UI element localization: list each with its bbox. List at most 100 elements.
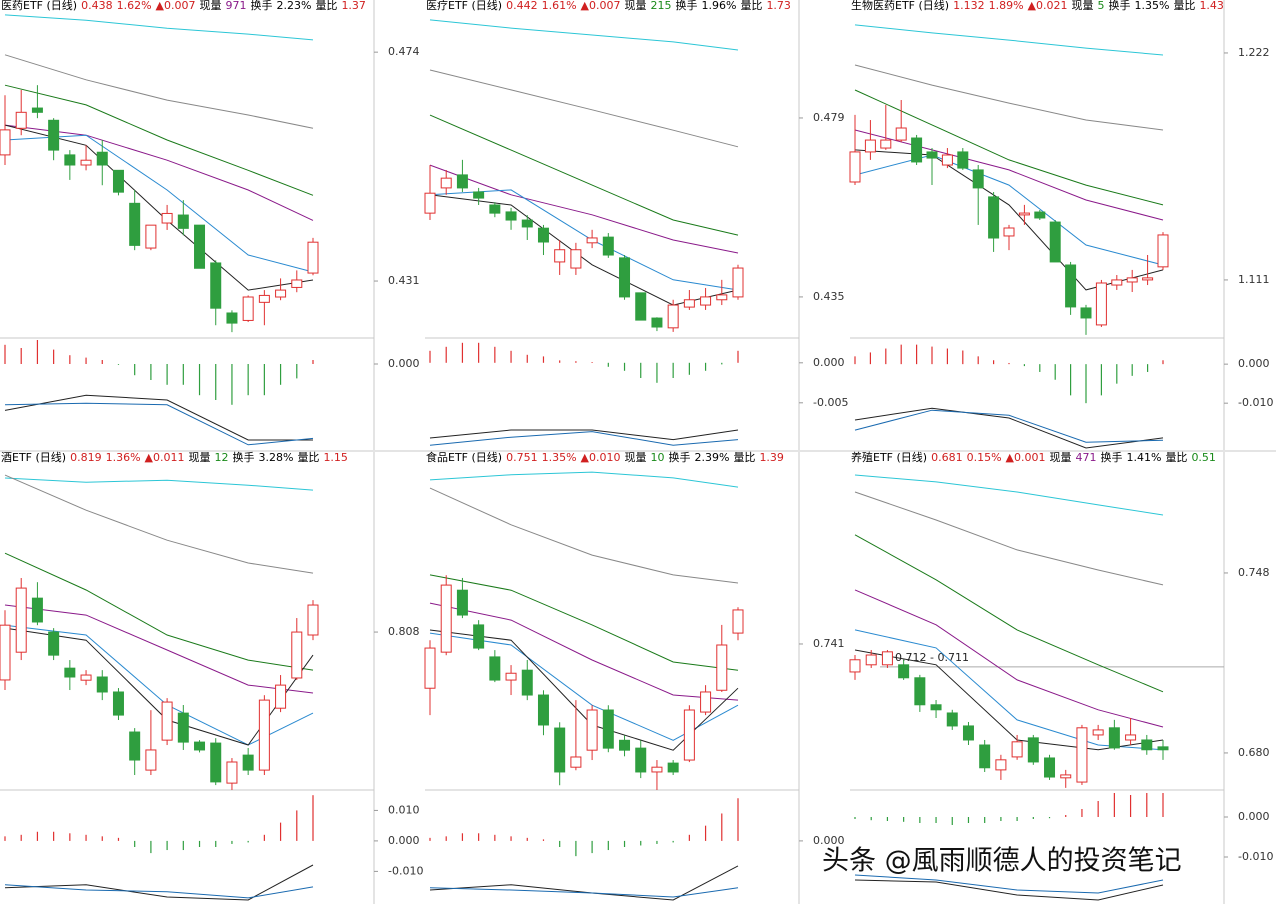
macd-line xyxy=(429,431,739,446)
moving-average xyxy=(429,69,739,148)
header-item: ▲0.010 xyxy=(581,451,621,464)
candle-body xyxy=(505,672,517,681)
macd-tick-label: 0.000 xyxy=(1238,810,1270,823)
macd-tick-label: 0.010 xyxy=(388,803,420,816)
candle-body xyxy=(1060,774,1072,779)
candle-body xyxy=(667,304,679,329)
candle-body xyxy=(537,694,549,726)
candle-body xyxy=(586,709,598,751)
header-item: 12 xyxy=(214,451,228,464)
macd-line xyxy=(854,407,1164,449)
candle-body xyxy=(80,159,92,166)
moving-average xyxy=(854,64,1164,131)
candle-body xyxy=(15,111,27,129)
candle-body xyxy=(683,709,695,761)
header-item: ▲0.011 xyxy=(145,451,185,464)
candle-body xyxy=(865,654,877,666)
candle-body xyxy=(48,631,60,656)
header-item: 1.43 xyxy=(1199,0,1224,12)
candle-body xyxy=(880,139,892,149)
candle-body xyxy=(602,709,614,749)
candle-body xyxy=(716,644,728,691)
header-item: 现量 xyxy=(199,0,221,12)
y-tick-label: 0.479 xyxy=(813,111,845,124)
header-item: 医药ETF (日线) xyxy=(1,0,77,12)
candle-body xyxy=(651,317,663,328)
candle-body xyxy=(700,691,712,713)
header-item: 量比 xyxy=(740,0,762,12)
candle-body xyxy=(31,107,43,113)
candle-body xyxy=(930,704,942,711)
panel-header: 酒ETF (日线) 0.819 1.36% ▲0.011 现量 12 换手 3.28% 量比 1.… xyxy=(1,450,348,464)
candle-body xyxy=(988,196,1000,239)
header-item: 0.442 xyxy=(506,0,538,12)
macd-tick-label: -0.010 xyxy=(1238,850,1273,863)
candle-body xyxy=(1027,737,1039,763)
candle-body xyxy=(1011,741,1023,758)
header-item: 1.73 xyxy=(766,0,791,12)
candle-body xyxy=(1034,211,1046,219)
candle-body xyxy=(635,747,647,773)
moving-average xyxy=(854,154,1164,266)
candle-body xyxy=(1157,234,1169,268)
candle-body xyxy=(602,236,614,256)
candle-body xyxy=(161,212,173,224)
header-item: ▲0.007 xyxy=(581,0,621,12)
y-tick-label: 0.808 xyxy=(388,625,420,638)
candle-body xyxy=(177,712,189,743)
macd-tick-label: -0.010 xyxy=(388,864,423,877)
candle-body xyxy=(619,739,631,751)
macd-line xyxy=(4,884,314,899)
candle-body xyxy=(1076,727,1088,783)
header-item: ▲0.007 xyxy=(156,0,196,12)
candle-body xyxy=(537,227,549,243)
candle-body xyxy=(1157,746,1169,751)
candle-body xyxy=(926,151,938,159)
candle-body xyxy=(424,647,436,689)
candle-body xyxy=(864,139,876,153)
header-item: 2.39% xyxy=(694,451,729,464)
candle-body xyxy=(1125,734,1137,741)
header-item: 酒ETF (日线) xyxy=(1,450,66,464)
candle-body xyxy=(1080,307,1092,319)
header-item: 现量 xyxy=(624,451,646,464)
candle-body xyxy=(521,219,533,228)
candle-body xyxy=(911,137,923,163)
candle-body xyxy=(716,294,728,301)
header-item: 换手 xyxy=(1100,450,1122,464)
moving-average xyxy=(429,487,739,584)
candle-body xyxy=(489,204,501,214)
header-item: 现量 xyxy=(624,0,646,12)
moving-average xyxy=(429,602,739,701)
moving-average xyxy=(4,477,314,491)
candle-body xyxy=(456,589,468,616)
candle-body xyxy=(96,676,108,693)
candle-body xyxy=(1065,264,1077,308)
panel-header: 食品ETF (日线) 0.751 1.35% ▲0.010 现量 10 换手 2.39% 量比 1… xyxy=(426,450,784,464)
candle-body xyxy=(291,631,303,679)
candle-body xyxy=(946,712,958,727)
candle-body xyxy=(570,249,582,269)
y-tick-label: 0.431 xyxy=(388,274,420,287)
candle-body xyxy=(226,761,238,784)
moving-average xyxy=(854,534,1164,693)
candle-body xyxy=(898,664,910,679)
header-item: 量比 xyxy=(297,451,319,464)
moving-average xyxy=(854,474,1164,516)
moving-average xyxy=(854,24,1164,56)
header-item: 换手 xyxy=(668,450,690,464)
candle-body xyxy=(554,249,566,263)
header-item: 0.819 xyxy=(70,451,102,464)
y-tick-label: 0.474 xyxy=(388,45,420,58)
candle-body xyxy=(1108,727,1120,749)
candle-body xyxy=(456,174,468,189)
candle-body xyxy=(226,312,238,324)
macd-tick-label: 0.000 xyxy=(813,356,845,369)
candle-body xyxy=(440,177,452,189)
candle-body xyxy=(505,211,517,221)
macd-line xyxy=(854,874,1164,894)
candle-body xyxy=(291,279,303,288)
candle-body xyxy=(957,151,969,169)
candle-body xyxy=(112,691,124,716)
moving-average xyxy=(854,89,1164,206)
